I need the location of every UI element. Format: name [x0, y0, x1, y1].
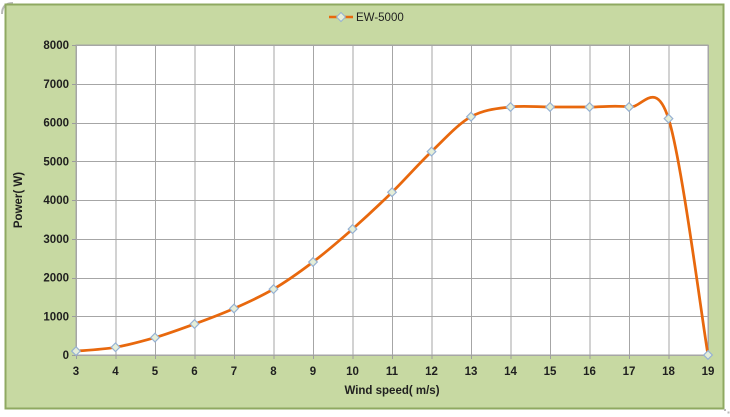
- x-tick-label: 16: [583, 366, 596, 378]
- legend-diamond-icon: [335, 11, 347, 23]
- data-point-marker[interactable]: [268, 283, 279, 295]
- y-tick-label: 7000: [43, 79, 69, 91]
- y-tick-label: 0: [63, 350, 69, 362]
- x-axis-tick-labels: 3 4 5 6 7 8 9 10 11 12 13 14 15 16 17 18 19: [73, 366, 715, 378]
- x-tick-label: 14: [504, 366, 517, 378]
- resize-dots-artifact: [724, 409, 730, 414]
- x-tick-label: 10: [346, 366, 359, 378]
- data-point-marker[interactable]: [544, 101, 556, 113]
- x-tick-label: 12: [425, 366, 438, 378]
- x-tick-label: 18: [662, 366, 675, 378]
- x-tick-label: 9: [310, 366, 316, 378]
- x-tick-label: 19: [702, 366, 715, 378]
- y-tick-label: 8000: [43, 40, 69, 52]
- x-tick-label: 11: [386, 366, 399, 378]
- x-tick-label: 8: [270, 366, 277, 378]
- x-axis-title: Wind speed( m/s): [344, 385, 439, 397]
- y-axis-tick-labels: 0 1000 2000 3000 4000 5000 6000 7000 8000: [43, 40, 69, 362]
- data-point-marker[interactable]: [228, 303, 240, 314]
- data-point-marker[interactable]: [505, 101, 516, 113]
- data-point-marker[interactable]: [663, 113, 674, 124]
- y-axis-title: Power( W): [13, 172, 25, 228]
- axis-ticks: [72, 45, 709, 359]
- x-tick-label: 6: [191, 366, 197, 378]
- y-tick-label: 4000: [43, 195, 69, 207]
- data-point-marker[interactable]: [347, 223, 358, 235]
- data-point-marker[interactable]: [465, 111, 477, 122]
- x-tick-label: 17: [623, 366, 636, 378]
- x-tick-label: 4: [112, 366, 119, 378]
- x-tick-label: 3: [73, 366, 79, 378]
- data-point-marker[interactable]: [426, 146, 437, 157]
- y-tick-label: 2000: [43, 273, 69, 285]
- x-tick-label: 7: [231, 366, 237, 378]
- y-tick-label: 6000: [43, 118, 69, 130]
- data-point-marker[interactable]: [70, 345, 82, 357]
- x-tick-label: 5: [152, 366, 159, 378]
- y-tick-label: 1000: [43, 311, 69, 323]
- data-point-marker[interactable]: [149, 332, 161, 343]
- legend-series-label: EW-5000: [356, 12, 404, 24]
- x-tick-label: 13: [465, 366, 478, 378]
- legend[interactable]: EW-5000: [329, 11, 404, 24]
- series-markers: [70, 101, 714, 361]
- x-tick-label: 15: [544, 366, 557, 378]
- data-point-marker[interactable]: [307, 256, 319, 268]
- gridlines: [76, 45, 709, 356]
- data-point-marker[interactable]: [702, 349, 714, 361]
- data-point-marker[interactable]: [623, 101, 635, 113]
- data-point-marker[interactable]: [386, 187, 398, 198]
- data-point-marker[interactable]: [189, 318, 200, 330]
- y-tick-label: 5000: [43, 156, 69, 168]
- data-point-marker[interactable]: [110, 342, 121, 353]
- data-point-marker[interactable]: [584, 101, 595, 113]
- y-tick-label: 3000: [43, 234, 69, 246]
